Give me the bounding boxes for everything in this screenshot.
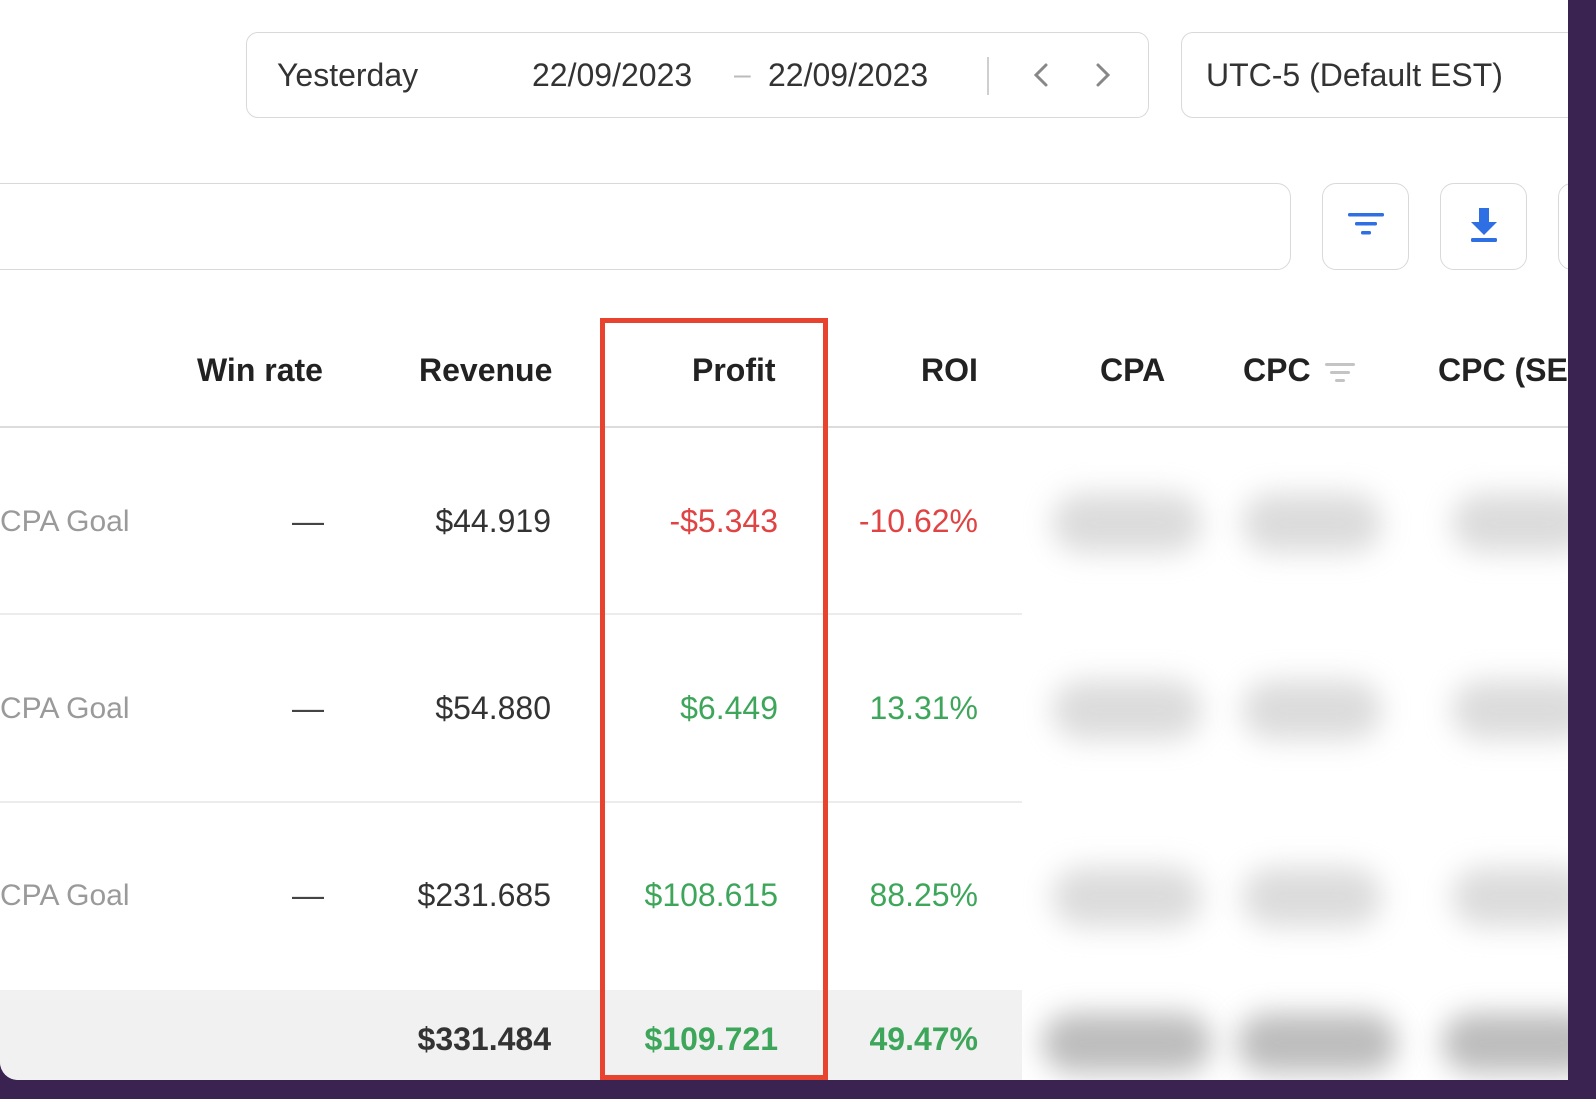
date-preset-label[interactable]: Yesterday (277, 56, 419, 93)
date-divider (987, 57, 989, 95)
column-header-win-rate[interactable]: Win rate (197, 352, 323, 388)
win-rate-cell: — (292, 877, 324, 913)
report-panel: Yesterday 22/09/2023 – 22/09/2023 UTC-5 … (0, 0, 1568, 1080)
row-divider (0, 801, 1022, 803)
download-button[interactable] (1440, 183, 1527, 270)
blurred-value (1237, 1013, 1397, 1073)
profit-cell: -$5.343 (669, 503, 778, 539)
row-divider (0, 613, 1022, 615)
total-profit: $109.721 (644, 1021, 778, 1057)
column-header-cpc[interactable]: CPC (1243, 352, 1311, 388)
timezone-value: UTC-5 (Default EST) (1206, 57, 1503, 93)
header-divider (0, 426, 1568, 428)
filter-icon (1346, 209, 1386, 244)
revenue-cell: $231.685 (417, 877, 551, 913)
profit-cell: $108.615 (644, 877, 778, 913)
download-icon (1466, 204, 1502, 249)
column-header-cpc-se[interactable]: CPC (SE (1438, 352, 1568, 388)
roi-cell: -10.62% (858, 503, 978, 539)
blurred-value (1242, 680, 1382, 740)
win-rate-cell: — (292, 503, 324, 539)
goal-label: CPA Goal (0, 692, 130, 725)
filter-button[interactable] (1322, 183, 1409, 270)
blurred-value (1052, 493, 1202, 553)
profit-cell: $6.449 (680, 690, 778, 726)
column-header-revenue[interactable]: Revenue (419, 352, 553, 388)
blurred-columns (1022, 428, 1568, 1080)
timezone-select[interactable]: UTC-5 (Default EST) (1181, 32, 1568, 118)
blurred-value (1442, 1013, 1568, 1073)
column-header-roi[interactable]: ROI (921, 352, 978, 388)
revenue-cell: $54.880 (435, 690, 551, 726)
total-roi: 49.47% (869, 1021, 978, 1057)
blurred-value (1052, 680, 1202, 740)
roi-cell: 88.25% (869, 877, 978, 913)
blurred-value (1452, 867, 1568, 927)
search-input[interactable] (0, 183, 1291, 270)
goal-label: CPA Goal (0, 879, 130, 912)
roi-cell: 13.31% (869, 690, 978, 726)
total-row (0, 990, 1022, 1080)
column-header-profit[interactable]: Profit (692, 352, 776, 388)
blurred-value (1052, 867, 1202, 927)
revenue-cell: $44.919 (435, 503, 551, 539)
chevron-left-icon[interactable] (1022, 55, 1062, 95)
date-start[interactable]: 22/09/2023 (532, 56, 693, 93)
total-revenue: $331.484 (417, 1021, 551, 1057)
blurred-value (1452, 680, 1568, 740)
blurred-value (1042, 1013, 1212, 1073)
goal-label: CPA Goal (0, 505, 130, 538)
date-range-picker[interactable]: Yesterday 22/09/2023 – 22/09/2023 (246, 32, 1149, 118)
date-separator: – (734, 58, 751, 91)
date-end[interactable]: 22/09/2023 (768, 56, 929, 93)
more-button[interactable] (1558, 183, 1568, 270)
win-rate-cell: — (292, 690, 324, 726)
sort-icon[interactable] (1324, 360, 1356, 391)
chevron-right-icon[interactable] (1082, 55, 1122, 95)
blurred-value (1452, 493, 1568, 553)
column-header-cpa[interactable]: CPA (1100, 352, 1166, 388)
blurred-value (1242, 867, 1382, 927)
blurred-value (1242, 493, 1382, 553)
